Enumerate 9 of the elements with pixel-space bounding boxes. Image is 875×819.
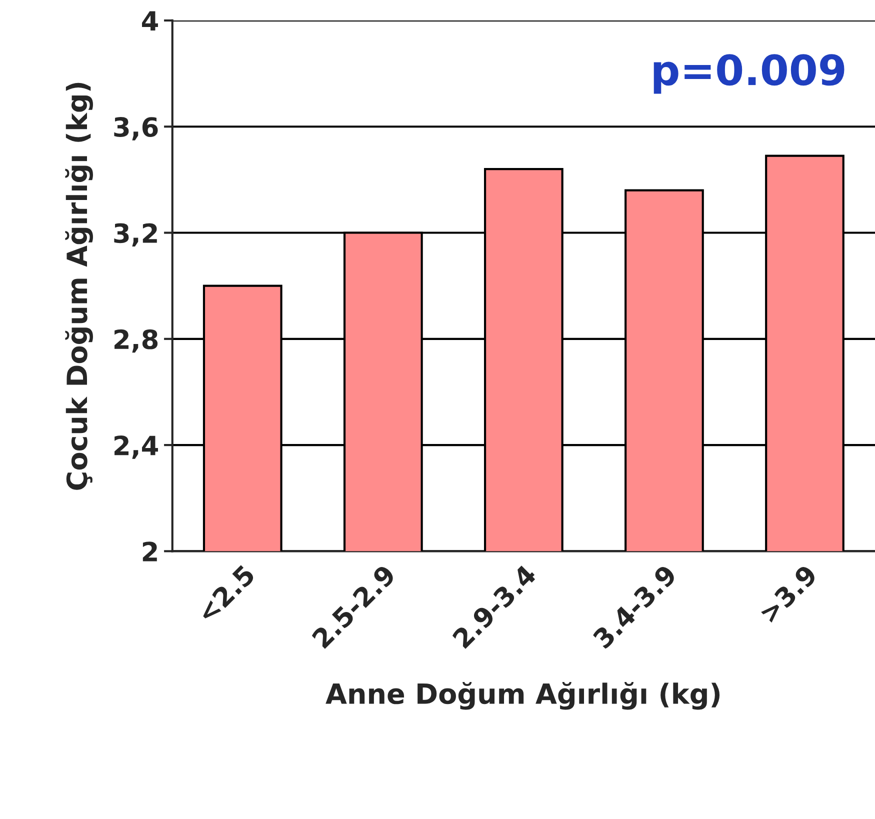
y-tick-label: 2 [142, 542, 157, 562]
y-tick-label: 3,6 [114, 117, 158, 140]
y-tick-label: 2,4 [114, 435, 158, 459]
y-axis-title: Çocuk Doğum Ağırlığı (kg) [65, 82, 93, 490]
y-tick-label: 3,2 [114, 223, 157, 247]
y-tick-label: 2,8 [114, 329, 158, 353]
y-tick-label: 4 [142, 11, 158, 30]
annotation: p=0.009 [654, 54, 844, 94]
x-axis-title: Anne Doğum Ağırlığı (kg) [326, 682, 720, 710]
